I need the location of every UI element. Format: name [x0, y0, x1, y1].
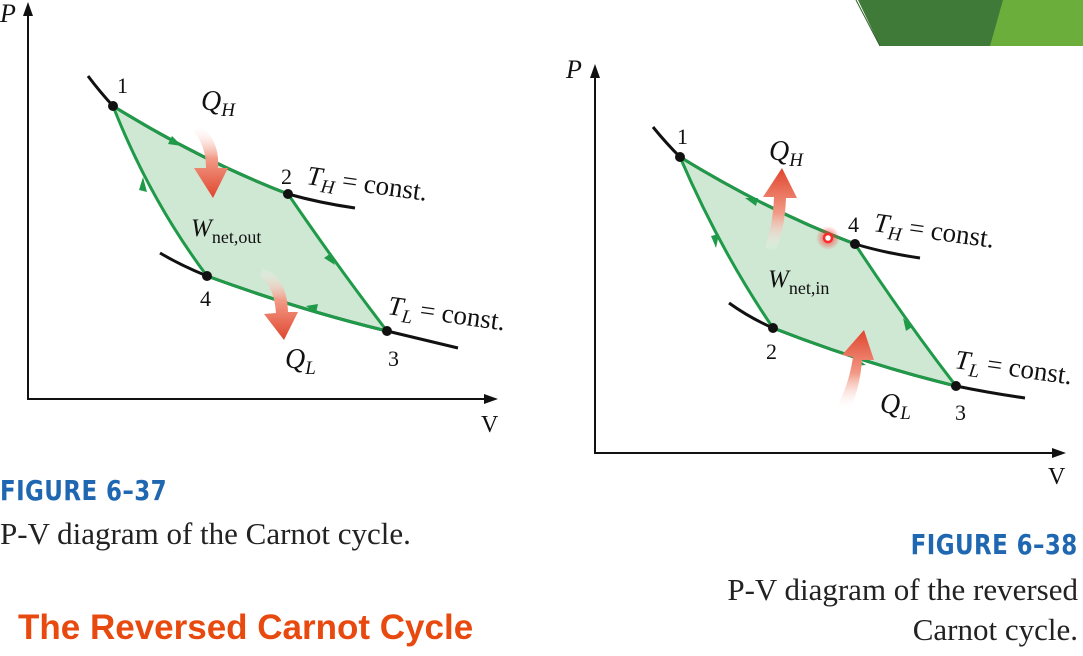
fig37-state-point-4	[202, 271, 212, 281]
fig37-state-label-4: 4	[200, 286, 211, 311]
fig38-work-subscript: net,in	[789, 278, 830, 298]
fig38-v-axis-arrowhead	[1052, 448, 1066, 458]
fig37-process-4-1	[111, 105, 209, 277]
fig38-process-1-2	[678, 156, 775, 329]
fig38-process-3-4	[853, 243, 958, 387]
fig37-direction-arrow-4-1	[139, 177, 147, 192]
fig37-state-label-2: 2	[281, 164, 292, 189]
fig38-th-subscript: H	[885, 223, 904, 246]
fig38-cycle-area	[680, 157, 956, 386]
fig37-state-label-3: 3	[388, 346, 399, 371]
fig37-th-symbol: T	[305, 160, 326, 192]
figure-38-diagram: P V 1 2 3 4 QH QL Wnet,in TH = const. T	[565, 55, 1074, 490]
fig37-state-label-1: 1	[117, 73, 128, 98]
fig37-th-subscript: H	[318, 176, 337, 199]
fig37-tl-rhs: = const.	[412, 294, 508, 337]
fig38-ql-subscript: L	[899, 403, 911, 424]
figure-37-diagram: P V 1 2 3 4 QH QL Wnet,out TH = const.	[0, 0, 507, 438]
fig37-tl-subscript: L	[399, 306, 413, 328]
fig37-process-1-2	[112, 104, 289, 196]
figure-38-caption-line-1: P-V diagram of the reversed	[727, 572, 1078, 607]
fig38-th-symbol: T	[872, 207, 893, 239]
fig38-qh-subscript: H	[788, 150, 804, 171]
fig37-state-point-1	[108, 101, 118, 111]
fig37-process-3-4	[206, 274, 388, 333]
fig37-heat-out-arrow	[260, 268, 298, 340]
fig37-ql-subscript: L	[304, 358, 316, 379]
fig38-qh-label: QH	[769, 136, 804, 171]
fig37-ql-symbol: Q	[285, 344, 305, 375]
fig38-work-symbol: W	[768, 266, 791, 293]
fig37-qh-symbol: Q	[201, 86, 221, 117]
corner-band-light	[990, 0, 1083, 46]
corner-band-dark	[858, 0, 1003, 46]
fig38-tl-rhs: = const.	[979, 348, 1075, 391]
fig38-state-point-3	[951, 381, 961, 391]
fig37-direction-arrow-3-4	[306, 304, 318, 313]
fig37-work-symbol: W	[191, 215, 214, 242]
fig38-state-label-4: 4	[848, 212, 859, 237]
figure-37-caption: P-V diagram of the Carnot cycle.	[0, 516, 411, 551]
fig38-v-axis-label: V	[1048, 464, 1066, 490]
fig37-tl-symbol: T	[386, 290, 407, 322]
slide-heading: The Reversed Carnot Cycle	[18, 608, 474, 647]
fig37-v-axis-label: V	[481, 412, 499, 438]
fig37-process-2-3	[286, 193, 389, 332]
fig38-p-axis-arrowhead	[590, 64, 600, 78]
fig38-ql-symbol: Q	[880, 389, 900, 420]
fig38-th-label: TH = const.	[871, 207, 996, 259]
figure-37-title: FIGURE 6–37	[0, 474, 167, 507]
figure-38-caption-line-2: Carnot cycle.	[912, 612, 1078, 647]
fig37-p-axis-label: P	[0, 0, 16, 28]
fig37-v-axis-arrowhead	[484, 394, 498, 404]
fig38-qh-symbol: Q	[769, 136, 789, 167]
fig38-work-label: Wnet,in	[768, 266, 829, 298]
fig38-p-axis-label: P	[565, 55, 582, 84]
fig38-heat-in-arrow	[838, 330, 874, 409]
fig37-qh-subscript: H	[220, 100, 236, 121]
fig38-state-point-4	[850, 239, 860, 249]
fig38-direction-arrow-3-4	[903, 318, 912, 331]
fig37-th-rhs: = const.	[334, 164, 430, 207]
fig38-ql-label: QL	[880, 389, 911, 424]
fig38-tl-subscript: L	[966, 360, 980, 382]
fig37-qh-label: QH	[201, 86, 236, 121]
fig38-state-point-1	[675, 152, 685, 162]
laser-pointer-dot	[822, 232, 834, 244]
fig37-work-label: Wnet,out	[191, 215, 261, 247]
fig37-direction-arrow-1-2	[168, 136, 182, 146]
fig38-heat-out-arrow	[763, 168, 797, 250]
fig37-ql-label: QL	[285, 344, 316, 379]
figure-38-title: FIGURE 6–38	[911, 528, 1078, 561]
fig37-work-subscript: net,out	[212, 227, 262, 247]
fig38-th-rhs: = const.	[901, 211, 997, 254]
fig38-state-label-1: 1	[677, 124, 688, 149]
fig37-state-point-3	[382, 326, 392, 336]
corner-decoration	[855, 0, 1083, 47]
fig38-state-label-2: 2	[766, 339, 777, 364]
fig37-direction-arrow-2-3	[324, 253, 335, 265]
fig38-process-2-3	[772, 326, 957, 388]
fig37-heat-in-arrow	[194, 126, 228, 198]
fig37-state-point-2	[283, 189, 293, 199]
fig38-state-point-2	[768, 323, 778, 333]
fig38-direction-arrow-4-1	[745, 198, 758, 206]
fig38-tl-symbol: T	[953, 344, 974, 376]
fig37-cycle-area	[113, 106, 387, 331]
fig38-state-label-3: 3	[955, 400, 966, 425]
fig37-p-axis-arrowhead	[23, 2, 33, 16]
fig38-direction-arrow-1-2	[711, 234, 719, 248]
corner-accent-line	[855, 0, 881, 47]
